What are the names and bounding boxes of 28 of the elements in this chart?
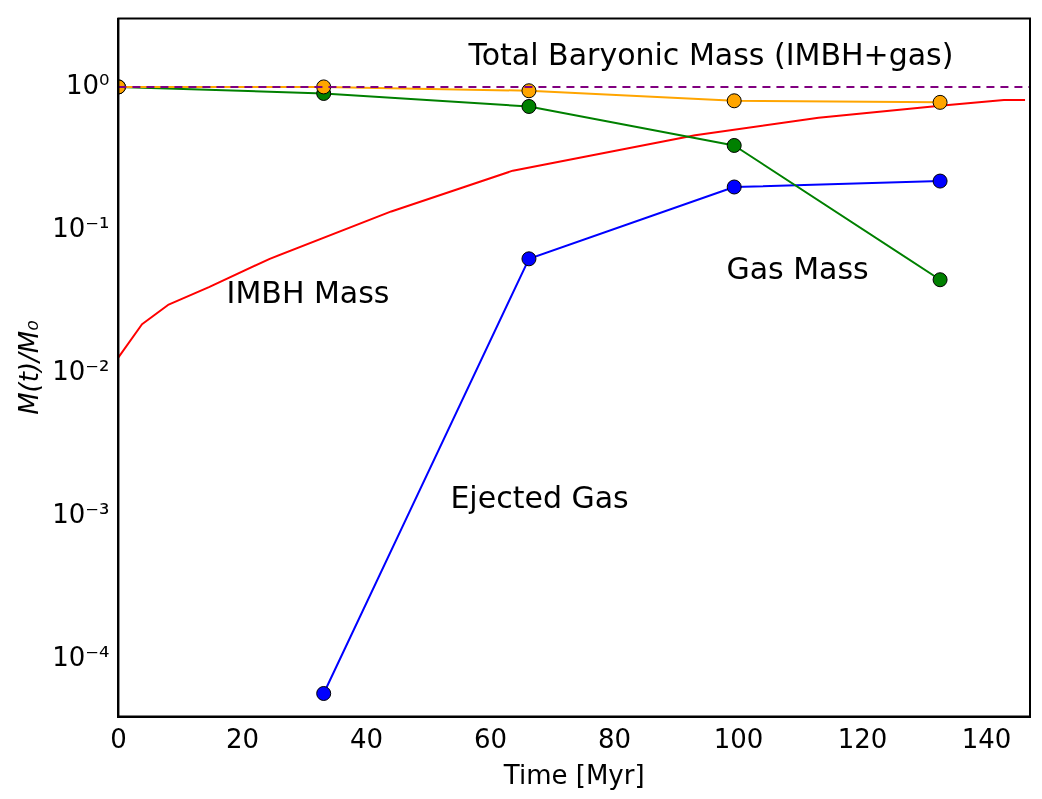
x-tick-label: 60 xyxy=(473,723,508,754)
point xyxy=(726,137,742,153)
point xyxy=(726,179,742,195)
point xyxy=(932,94,948,110)
x-tick-label: 100 xyxy=(713,723,764,754)
point xyxy=(932,272,948,288)
x-tick-label: 80 xyxy=(597,723,632,754)
y-tick-label: 10⁻¹ xyxy=(52,212,110,243)
annotation: Total Baryonic Mass (IMBH+gas) xyxy=(467,36,954,72)
x-tick-label: 0 xyxy=(110,723,127,754)
y-tick-label: 10⁻² xyxy=(52,356,110,387)
annotation: Gas Mass xyxy=(726,251,869,287)
y-tick-label: 10⁻⁴ xyxy=(52,642,110,673)
x-tick-label: 120 xyxy=(837,723,888,754)
point xyxy=(932,173,948,189)
point xyxy=(726,93,742,109)
x-tick-label: 20 xyxy=(225,723,259,754)
x-tick-label: 40 xyxy=(349,723,384,754)
x-axis-title: Time [Myr] xyxy=(502,760,645,791)
annotation: Ejected Gas xyxy=(450,480,629,516)
point xyxy=(521,98,537,114)
point xyxy=(316,686,332,701)
y-tick-label: 10⁰ xyxy=(65,69,110,100)
annotation: IMBH Mass xyxy=(226,274,390,310)
y-axis-title: M(t)/M₀ xyxy=(14,319,45,415)
point xyxy=(521,251,537,267)
y-tick-label: 10⁻³ xyxy=(52,499,110,530)
x-tick-label: 140 xyxy=(961,723,1012,754)
